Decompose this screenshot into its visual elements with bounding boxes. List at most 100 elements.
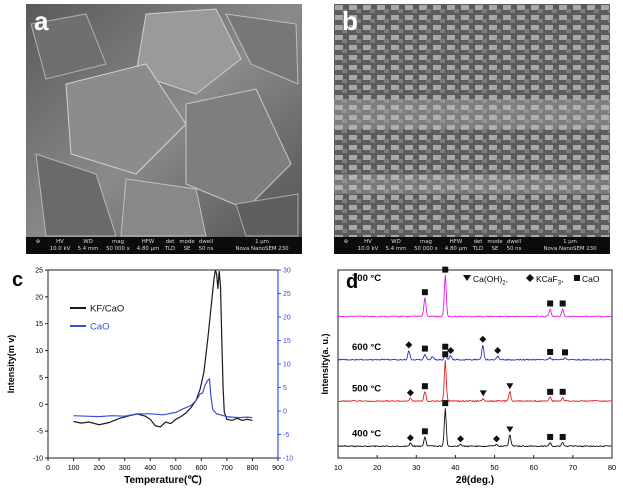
xrd-temperature-label: 700 °C [352, 273, 381, 284]
xrd-pattern-line [338, 360, 612, 403]
x-tick-label-c: 200 [93, 465, 105, 472]
peak-marker-square [421, 428, 428, 435]
scale-bar-a: 1 µm Nova NanoSEM 230 [235, 239, 289, 252]
y-right-tick-label-c: -5 [283, 432, 289, 439]
y-left-tick-label-c: 5 [39, 375, 43, 382]
peak-marker-square [442, 343, 449, 350]
x-tick-label-c: 900 [272, 465, 284, 472]
y-right-tick-label-c: 0 [283, 409, 287, 416]
x-tick-label-d: 70 [569, 463, 577, 472]
legend-caoh2-d: Ca(OH)2, [473, 274, 508, 287]
y-left-tick-label-c: -10 [33, 456, 43, 463]
xrd-temperature-label: 600 °C [352, 342, 381, 353]
xrd-pattern-line [337, 274, 612, 318]
peak-marker-square [547, 388, 554, 395]
plot-frame-c [47, 269, 279, 459]
xrd-temperature-label: 400 °C [352, 429, 381, 440]
series-line-kf-cao [73, 269, 253, 428]
sem-logo-icon: ⊛ [35, 239, 41, 245]
y-left-tick-label-c: 0 [39, 402, 43, 409]
sem-infobar-b: ⊛ HV 10.0 kV WD 5.4 mm mag 50 000 x HFW 4.80… [334, 237, 610, 254]
peak-marker-triangle [479, 390, 487, 397]
xrd-pattern-line [337, 344, 612, 361]
peak-marker-diamond [479, 335, 487, 343]
peak-marker-square [547, 348, 554, 355]
peak-marker-square [547, 300, 554, 307]
peak-marker-square [442, 400, 449, 407]
sem-image-b: b ⊛ HV 10.0 kV WD 5.4 mm mag 50 000 x HFW 4.… [334, 4, 610, 254]
x-tick-label-c: 800 [247, 465, 259, 472]
y-right-tick-label-c: 25 [283, 291, 291, 298]
x-tick-label-d: 80 [608, 463, 616, 472]
y-left-tick-label-c: -5 [37, 429, 43, 436]
plot-frame-d [337, 269, 613, 459]
y-right-tick-label-c: 10 [283, 362, 291, 369]
x-axis-label-d: 2θ(deg.) [456, 475, 494, 486]
peak-marker-diamond [447, 346, 455, 354]
y-axis-label-d: Intensity(a. u.) [320, 333, 330, 394]
x-tick-label-c: 600 [195, 465, 207, 472]
x-tick-label-c: 100 [68, 465, 80, 472]
x-tick-label-d: 10 [334, 463, 342, 472]
xrd-pattern-line [337, 408, 612, 448]
x-tick-label-c: 0 [46, 465, 50, 472]
peak-marker-square [421, 289, 428, 296]
y-left-tick-label-c: 10 [35, 348, 43, 355]
y-left-tick-label-c: 15 [35, 321, 43, 328]
x-tick-label-d: 40 [451, 463, 459, 472]
panel-label-c: c [12, 269, 23, 291]
x-tick-label-d: 50 [490, 463, 498, 472]
legend-label-c: CaO [90, 322, 110, 333]
legend-label-c: KF/CaO [90, 304, 124, 315]
peak-marker-square [559, 300, 566, 307]
dta-chart: 0 100 200 300 400 500 600 700 800 900-10-50510152… [6, 268, 293, 487]
sem-image-a: a ⊛ HV 10.0 kV WD 5.4 mm mag 50 000 x HFW 4.… [26, 4, 302, 254]
peak-marker-diamond [457, 435, 465, 443]
series-line-cao [73, 377, 253, 419]
peak-marker-square [562, 349, 569, 356]
peak-marker-square [442, 266, 449, 273]
triangle-marker-icon [463, 275, 471, 281]
peak-marker-square [421, 383, 428, 390]
y-right-tick-label-c: 30 [283, 268, 291, 275]
sem-logo-icon: ⊛ [343, 239, 349, 245]
xrd-temperature-label: 500 °C [352, 384, 381, 395]
y-right-tick-label-c: 5 [283, 385, 287, 392]
peak-marker-square [559, 433, 566, 440]
panel-label-a: a [34, 6, 49, 36]
peak-marker-square [442, 351, 449, 358]
sem-infobar-a: ⊛ HV 10.0 kV WD 5.4 mm mag 50 000 x HFW 4.80… [26, 237, 302, 254]
peak-marker-diamond [406, 434, 414, 442]
x-tick-label-d: 30 [412, 463, 420, 472]
legend-cao-d: CaO [582, 274, 600, 284]
y-right-tick-label-c: 20 [283, 315, 291, 322]
sem-texture-a [26, 4, 302, 254]
y-left-tick-label-c: 25 [35, 268, 43, 275]
peak-marker-square [421, 345, 428, 352]
scale-bar-b: 1 µm Nova NanoSEM 230 [543, 239, 597, 252]
peak-marker-diamond [406, 389, 414, 397]
xrd-chart: 10 20 30 40 50 60 70 80 2θ(deg.) Intensity(a. u.)… [320, 266, 616, 486]
x-tick-label-c: 700 [221, 465, 233, 472]
x-tick-label-c: 400 [144, 465, 156, 472]
y-right-tick-label-c: 15 [283, 338, 291, 345]
panel-label-d: d [346, 271, 358, 293]
x-tick-label-d: 60 [530, 463, 538, 472]
y-right-tick-label-c: -10 [283, 456, 293, 463]
peak-marker-square [547, 433, 554, 440]
y-axis-label-c: Intensity(m v) [6, 335, 16, 394]
peak-marker-diamond [493, 435, 501, 443]
panel-label-b: b [342, 6, 358, 36]
peak-marker-square [559, 388, 566, 395]
peak-marker-triangle [506, 383, 514, 390]
diamond-marker-icon [526, 274, 534, 282]
legend-kcaf3-d: KCaF3, [536, 274, 563, 287]
x-axis-label-c: Temperature(℃) [124, 475, 202, 486]
sem-texture-b [334, 4, 610, 254]
square-marker-icon [574, 275, 580, 281]
peak-marker-diamond [494, 346, 502, 354]
x-tick-label-d: 20 [373, 463, 381, 472]
y-left-tick-label-c: 20 [35, 294, 43, 301]
peak-marker-diamond [405, 341, 413, 349]
peak-marker-triangle [506, 426, 514, 433]
